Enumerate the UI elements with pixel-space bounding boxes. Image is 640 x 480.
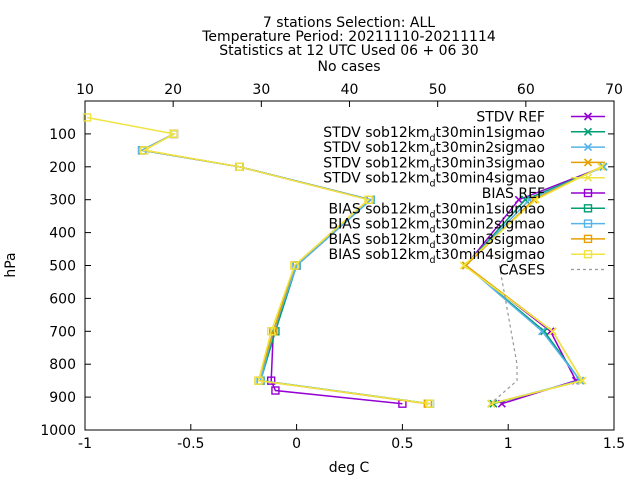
legend-label: BIAS sob12kmdt30min3sigmao xyxy=(329,232,545,251)
legend-sample-marker xyxy=(583,173,593,182)
y-tick-label: 700 xyxy=(49,324,76,340)
y-tick-label: 900 xyxy=(49,390,76,406)
data-point xyxy=(290,261,299,270)
legend-sample-marker xyxy=(583,204,593,213)
y-tick-label: 200 xyxy=(49,160,76,176)
legend-label: STDV sob12kmdt30min3sigmao xyxy=(323,155,545,174)
legend-label: BIAS REF xyxy=(482,186,545,202)
series-line xyxy=(86,116,431,405)
legend-sample-marker xyxy=(583,143,593,152)
data-point xyxy=(531,195,540,204)
data-point xyxy=(82,113,92,122)
y-tick-label: 600 xyxy=(49,291,76,307)
legend-sample-marker xyxy=(583,112,593,121)
legend-sample-marker xyxy=(583,234,593,244)
x2-tick-label: 60 xyxy=(517,82,535,98)
data-point xyxy=(364,195,373,204)
data-point xyxy=(540,327,549,336)
x-tick-label: 0 xyxy=(292,436,301,452)
data-point xyxy=(461,261,470,270)
x2-tick-label: 30 xyxy=(252,82,270,98)
x-tick-label: 0.5 xyxy=(391,436,413,452)
series-9 xyxy=(82,113,435,408)
legend-sample-marker xyxy=(583,219,593,228)
legend-label: BIAS sob12kmdt30min1sigmao xyxy=(329,201,545,220)
data-point xyxy=(267,376,276,385)
x2-tick-label: 20 xyxy=(164,82,182,98)
data-point xyxy=(537,327,547,336)
legend-sample-marker xyxy=(583,188,593,198)
data-point xyxy=(548,327,557,336)
legend-label: CASES xyxy=(499,263,545,279)
series-line xyxy=(490,265,518,405)
title-line-3: Statistics at 12 UTC Used 06 + 06 30 xyxy=(219,43,478,59)
data-point xyxy=(578,376,587,385)
data-point xyxy=(267,327,276,336)
chart-title: 7 stations Selection: ALL Temperature Pe… xyxy=(201,15,496,75)
data-point xyxy=(459,261,468,270)
data-point xyxy=(514,195,523,204)
axes: -1 -0.5 0 0.5 1 1.5 10 20 30 40 50 60 70 100 200 300 400… xyxy=(40,82,625,452)
x-axis-label: deg C xyxy=(329,460,370,476)
series-10 xyxy=(490,265,518,405)
data-point xyxy=(140,146,149,155)
data-point xyxy=(254,376,263,385)
legend-sample-marker xyxy=(583,158,593,167)
legend-label: STDV sob12kmdt30min2sigmao xyxy=(323,140,545,159)
x-tick-label: 1.5 xyxy=(603,436,625,452)
y-tick-label: 500 xyxy=(49,259,76,275)
data-point xyxy=(169,129,179,139)
data-point xyxy=(235,162,244,172)
series-line xyxy=(462,166,602,405)
x-tick-label: 1 xyxy=(504,436,513,452)
x-tick-label: -0.5 xyxy=(177,436,204,452)
series-layer xyxy=(82,113,608,408)
data-point xyxy=(599,162,608,171)
data-point xyxy=(597,162,606,171)
title-line-4: No cases xyxy=(318,59,381,75)
data-point xyxy=(546,327,555,336)
x-tick-label: -1 xyxy=(78,436,92,452)
legend-label: STDV sob12kmdt30min1sigmao xyxy=(323,125,545,144)
legend-label: STDV REF xyxy=(476,110,545,126)
legend-label: BIAS sob12kmdt30min4sigmao xyxy=(329,247,545,266)
x2-tick-label: 40 xyxy=(341,82,359,98)
x2-tick-label: 70 xyxy=(605,82,623,98)
data-point xyxy=(271,386,280,395)
data-point xyxy=(529,195,538,204)
y-tick-label: 100 xyxy=(49,127,76,143)
y-tick-label: 1000 xyxy=(40,423,76,439)
legend-sample-marker xyxy=(583,127,593,136)
x2-tick-label: 50 xyxy=(429,82,447,98)
data-point xyxy=(425,399,435,408)
legend-label: STDV sob12kmdt30min4sigmao xyxy=(323,171,545,190)
title-line-1: 7 stations Selection: ALL xyxy=(263,15,435,31)
title-line-2: Temperature Period: 20211110-20211114 xyxy=(201,29,496,45)
y-tick-label: 800 xyxy=(49,357,76,373)
legend-sample-marker xyxy=(583,249,593,259)
legend-label: BIAS sob12kmdt30min2sigmao xyxy=(329,217,545,236)
y-tick-label: 300 xyxy=(49,193,76,209)
y-tick-label: 400 xyxy=(49,226,76,242)
y-axis-label: hPa xyxy=(3,252,19,277)
x2-tick-label: 10 xyxy=(76,82,94,98)
